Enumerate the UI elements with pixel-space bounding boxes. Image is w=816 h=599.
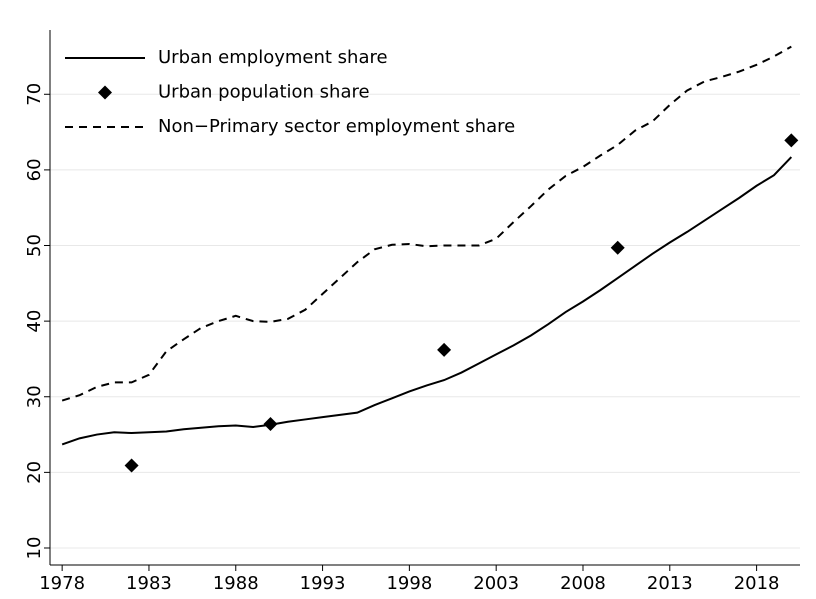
line bbox=[61, 45, 792, 402]
legend-label: Urban population share bbox=[158, 82, 370, 103]
x-tick-label: 2013 bbox=[647, 573, 693, 594]
x-tick-label: 2008 bbox=[560, 573, 606, 594]
point bbox=[784, 133, 799, 148]
x-tick-label: 2003 bbox=[473, 573, 519, 594]
point bbox=[437, 342, 452, 357]
legend-symbol bbox=[98, 85, 112, 100]
y-tick-label: 70 bbox=[24, 83, 45, 106]
line bbox=[61, 156, 793, 446]
y-tick-label: 30 bbox=[24, 385, 45, 408]
point bbox=[124, 458, 139, 473]
y-tick-label: 40 bbox=[24, 310, 45, 333]
legend-label: Non−Primary sector employment share bbox=[158, 116, 515, 137]
point bbox=[610, 240, 625, 255]
y-tick-label: 20 bbox=[24, 461, 45, 484]
x-tick-label: 1998 bbox=[386, 573, 432, 594]
legend-label: Urban employment share bbox=[158, 47, 388, 68]
x-tick-label: 1993 bbox=[300, 573, 346, 594]
x-tick-label: 2018 bbox=[734, 573, 780, 594]
point bbox=[263, 416, 278, 431]
x-tick-label: 1988 bbox=[213, 573, 259, 594]
y-tick-label: 60 bbox=[24, 158, 45, 181]
x-tick-label: 1978 bbox=[39, 573, 85, 594]
x-tick-label: 1983 bbox=[126, 573, 172, 594]
y-tick-label: 50 bbox=[24, 234, 45, 257]
y-tick-label: 10 bbox=[24, 537, 45, 560]
